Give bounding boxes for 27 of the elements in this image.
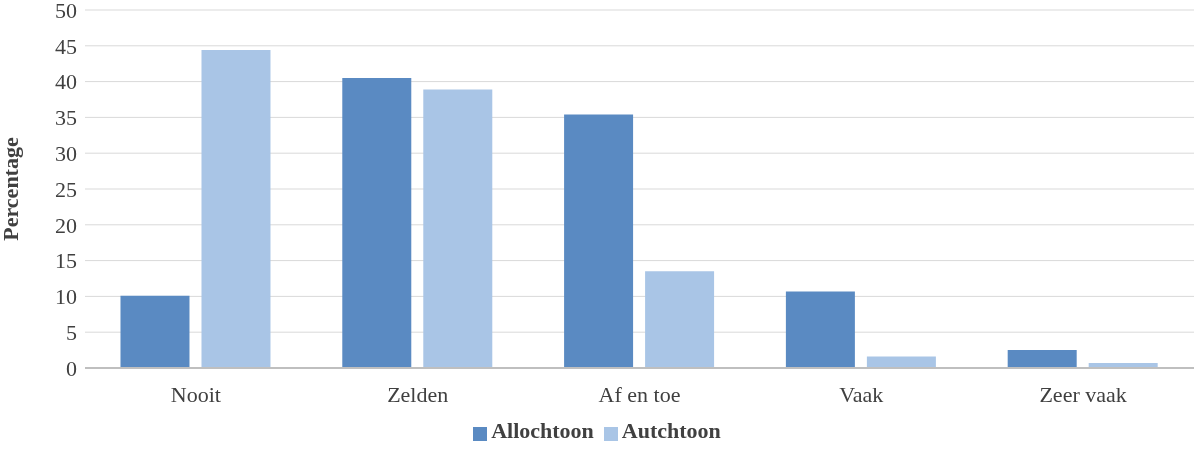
y-tick-label: 0	[66, 355, 77, 381]
y-tick-label: 5	[66, 320, 77, 346]
y-tick-label: 10	[55, 284, 77, 310]
bar	[564, 114, 634, 368]
y-tick-label: 30	[55, 141, 77, 167]
y-tick-label: 25	[55, 176, 77, 202]
x-tick-label: Af en toe	[598, 381, 681, 407]
bar	[120, 295, 190, 368]
bar	[645, 271, 715, 368]
x-tick-label: Zeer vaak	[1039, 381, 1127, 407]
y-tick-label: 40	[55, 69, 77, 95]
bar	[1007, 350, 1077, 368]
x-tick-label: Vaak	[839, 381, 884, 407]
bar	[342, 78, 412, 368]
x-tick-label: Zelden	[387, 381, 449, 407]
y-tick-label: 20	[55, 212, 77, 238]
legend-label: Autchtoon	[621, 418, 721, 443]
y-axis-title: Percentage	[0, 137, 23, 241]
y-tick-label: 45	[55, 33, 77, 59]
x-tick-label: Nooit	[170, 381, 221, 407]
y-tick-label: 15	[55, 248, 77, 274]
legend-label: Allochtoon	[491, 418, 594, 443]
bar	[201, 50, 271, 368]
bar	[423, 89, 493, 368]
bar	[785, 291, 855, 368]
y-tick-label: 50	[55, 0, 77, 23]
y-tick-label: 35	[55, 105, 77, 131]
